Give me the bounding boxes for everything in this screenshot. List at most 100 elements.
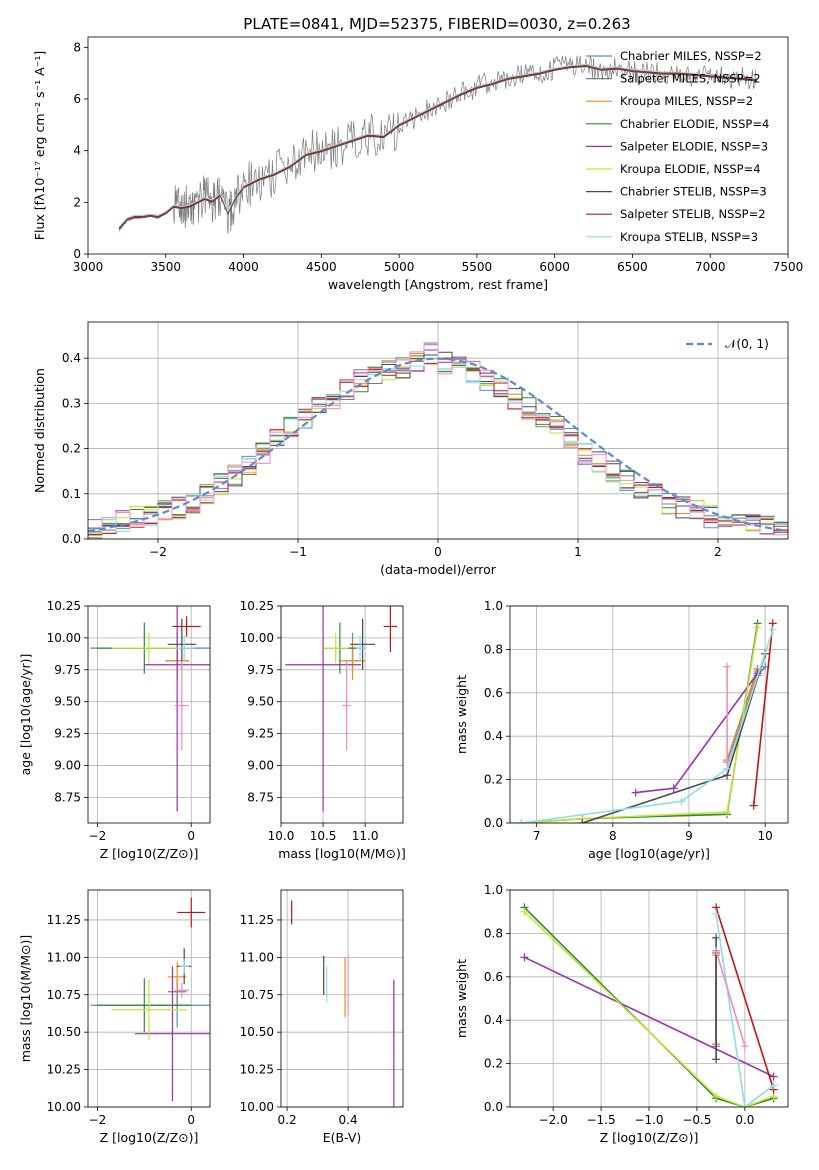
x-axis-label: E(B-V) bbox=[323, 1130, 362, 1145]
y-tick-label: 6 bbox=[73, 92, 81, 106]
panel-spectrum: 3000 3500 4000 4500 5000 5500 6000 6500 7000 7500… bbox=[32, 36, 804, 292]
y-tick-label: 0.4 bbox=[62, 351, 81, 365]
y-axis-label: mass [log10(M/M⊙)] bbox=[18, 935, 33, 1063]
axes-frame bbox=[87, 889, 211, 1108]
legend-label: Chabrier MILES, NSSP=2 bbox=[620, 49, 762, 63]
x-tick-label: 1 bbox=[574, 545, 582, 559]
y-tick-label: 0.1 bbox=[62, 487, 81, 501]
legend-label: Kroupa STELIB, NSSP=3 bbox=[620, 230, 758, 244]
spectrum-model-line bbox=[118, 64, 757, 229]
y-tick-label: 8.75 bbox=[247, 790, 274, 804]
panel-mass-weight-vs-age: 7 8 9 10 0.0 0.2 0.4 0.6 0.8 1.0 age [log10(age/yr… bbox=[454, 599, 789, 861]
y-tick-label: 0.0 bbox=[62, 532, 81, 546]
x-tick-label: −1.5 bbox=[586, 1113, 615, 1127]
x-tick-label: −2 bbox=[89, 829, 107, 843]
x-tick-label: 6500 bbox=[617, 260, 648, 274]
figure-title: PLATE=0841, MJD=52375, FIBERID=0030, z=0… bbox=[243, 15, 630, 33]
y-tick-label: 0.2 bbox=[484, 1057, 503, 1071]
panel-residuals: −2 −1 0 1 2 0.0 0.1 0.2 0.3 0.4 (data-model)/error… bbox=[32, 321, 789, 577]
panel-mass-weight-vs-Z: −2.0 −1.5 −1.0 −0.5 0.0 0.0 0.2 0.4 0.6 0.8 1.0 Z [… bbox=[454, 883, 789, 1145]
y-tick-label: 9.25 bbox=[54, 727, 81, 741]
legend-label: Chabrier STELIB, NSSP=3 bbox=[620, 185, 767, 199]
plot-area-age-vs-mass bbox=[285, 606, 398, 812]
y-axis-label: Flux [fλ10⁻¹⁷ erg cm⁻² s⁻¹ A⁻¹] bbox=[32, 51, 47, 240]
x-tick-label: 0 bbox=[434, 545, 442, 559]
spectrum-legend: Chabrier MILES, NSSP=2 Salpeter MILES, NS… bbox=[586, 49, 769, 244]
legend-label: Chabrier ELODIE, NSSP=4 bbox=[620, 117, 769, 131]
y-tick-label: 10.25 bbox=[47, 599, 81, 613]
x-tick-label: 9 bbox=[685, 829, 693, 843]
legend-label: 𝒩(0, 1) bbox=[725, 337, 769, 351]
x-tick-label: 6000 bbox=[539, 260, 570, 274]
x-tick-label: 11.0 bbox=[352, 829, 379, 843]
series-line bbox=[752, 623, 774, 806]
x-tick-label: −2 bbox=[149, 545, 167, 559]
series-line bbox=[715, 913, 775, 1107]
y-tick-label: 0.4 bbox=[484, 729, 503, 743]
x-tick-label: 3500 bbox=[151, 260, 182, 274]
y-tick-label: 0.4 bbox=[484, 1013, 503, 1027]
y-tick-label: 9.25 bbox=[247, 727, 274, 741]
y-tick-label: 2 bbox=[73, 195, 81, 209]
y-axis-label: mass weight bbox=[454, 959, 469, 1038]
y-tick-label: 9.50 bbox=[247, 695, 274, 709]
y-tick-label: 0.2 bbox=[484, 773, 503, 787]
panel-age-vs-mass: 10.0 10.5 11.0 8.75 9.00 9.25 9.50 9.75 10.00 10.… bbox=[240, 599, 406, 861]
y-tick-label: 11.00 bbox=[240, 950, 274, 964]
y-axis-label: Normed distribution bbox=[32, 368, 47, 493]
y-tick-label: 0.6 bbox=[484, 686, 503, 700]
series-line bbox=[523, 911, 774, 1107]
y-axis-label: mass weight bbox=[454, 675, 469, 754]
legend-label: Kroupa ELODIE, NSSP=4 bbox=[620, 162, 761, 176]
y-tick-label: 1.0 bbox=[484, 883, 503, 897]
y-tick-label: 10.25 bbox=[47, 1063, 81, 1077]
x-tick-label: 0.2 bbox=[278, 1113, 297, 1127]
y-tick-label: 10.25 bbox=[240, 599, 274, 613]
series-line bbox=[715, 950, 746, 1047]
plot-area-mass-vs-Z bbox=[90, 897, 210, 1102]
y-tick-label: 8 bbox=[73, 40, 81, 54]
plot-area-spectrum bbox=[118, 55, 757, 235]
y-axis-label: age [log10(age/yr)] bbox=[18, 654, 33, 776]
axes-frame bbox=[87, 36, 789, 255]
spectrum-model-line bbox=[118, 63, 757, 228]
y-tick-label: 11.00 bbox=[47, 950, 81, 964]
x-tick-label: 7500 bbox=[773, 260, 804, 274]
x-axis-label: age [log10(age/yr)] bbox=[588, 846, 710, 861]
x-tick-label: 4000 bbox=[228, 260, 259, 274]
legend-label: Salpeter ELODIE, NSSP=3 bbox=[620, 139, 768, 153]
x-tick-label: 10.0 bbox=[268, 829, 295, 843]
y-tick-label: 10.00 bbox=[240, 1100, 274, 1114]
x-tick-label: −0.5 bbox=[682, 1113, 711, 1127]
y-tick-label: 10.50 bbox=[240, 1025, 274, 1039]
y-tick-label: 0.6 bbox=[484, 970, 503, 984]
axes-frame bbox=[280, 605, 404, 824]
x-tick-label: 0.4 bbox=[339, 1113, 358, 1127]
y-tick-label: 0.2 bbox=[62, 442, 81, 456]
panel-mass-vs-Z: −2 0 10.00 10.25 10.50 10.75 11.00 11.25 Z [log1… bbox=[18, 889, 211, 1145]
y-tick-label: 9.00 bbox=[247, 759, 274, 773]
spectrum-model-line bbox=[118, 66, 757, 230]
x-tick-label: 0 bbox=[187, 829, 195, 843]
x-tick-label: 5500 bbox=[462, 260, 493, 274]
x-tick-label: 10.5 bbox=[310, 829, 337, 843]
axes-frame bbox=[87, 605, 211, 824]
x-tick-label: 8 bbox=[609, 829, 617, 843]
normal-curve bbox=[88, 357, 788, 533]
y-tick-label: 10.75 bbox=[47, 988, 81, 1002]
x-tick-label: −1 bbox=[289, 545, 307, 559]
y-tick-label: 0.0 bbox=[484, 816, 503, 830]
y-tick-label: 0.3 bbox=[62, 396, 81, 410]
panels-layer: 3000 3500 4000 4500 5000 5500 6000 6500 7000 7500… bbox=[18, 36, 804, 1145]
x-axis-label: Z [log10(Z/Z⊙)] bbox=[100, 846, 199, 861]
y-tick-label: 10.50 bbox=[47, 1025, 81, 1039]
y-tick-label: 10.25 bbox=[240, 1063, 274, 1077]
legend-label: Salpeter MILES, NSSP=2 bbox=[620, 72, 761, 86]
y-tick-label: 10.00 bbox=[47, 631, 81, 645]
series-line bbox=[521, 627, 759, 823]
x-tick-label: 10 bbox=[758, 829, 773, 843]
axes-frame bbox=[280, 889, 404, 1108]
x-axis-label: (data-model)/error bbox=[380, 562, 497, 577]
x-axis-label: wavelength [Angstrom, rest frame] bbox=[328, 277, 548, 292]
